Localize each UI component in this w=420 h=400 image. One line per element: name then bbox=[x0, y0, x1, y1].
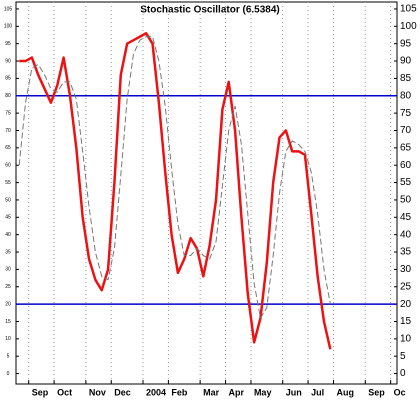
y-tick-label-right: 50 bbox=[400, 195, 412, 206]
y-tick-label-right: 25 bbox=[400, 281, 412, 292]
y-tick-label-left: 35 bbox=[5, 249, 11, 255]
y-tick-label-right: 60 bbox=[400, 160, 412, 171]
y-tick-label-left: 95 bbox=[5, 41, 11, 47]
y-tick-label-right: 105 bbox=[400, 4, 417, 15]
y-tick-label-right: 100 bbox=[400, 21, 417, 32]
y-tick-label-left: 45 bbox=[5, 215, 11, 221]
x-tick-label: Nov bbox=[89, 387, 106, 397]
x-tick-label: Oc bbox=[394, 387, 406, 397]
y-tick-label-left: 85 bbox=[5, 76, 11, 82]
y-tick-label-right: 70 bbox=[400, 125, 412, 136]
y-tick-label-right: 15 bbox=[400, 316, 412, 327]
y-tick-label-left: 5 bbox=[7, 354, 10, 360]
y-tick-label-right: 80 bbox=[400, 90, 412, 101]
y-tick-label-right: 65 bbox=[400, 142, 412, 153]
y-tick-label-left: 90 bbox=[5, 58, 11, 64]
y-tick-label-left: 20 bbox=[5, 301, 11, 307]
x-tick-label: Mar bbox=[203, 387, 220, 397]
chart-title: Stochastic Oscillator (6.5384) bbox=[140, 5, 280, 16]
y-tick-label-left: 75 bbox=[5, 110, 11, 116]
y-tick-label-left: 65 bbox=[5, 145, 11, 151]
y-tick-label-right: 75 bbox=[400, 108, 412, 119]
y-tick-label-left: 100 bbox=[4, 24, 13, 30]
x-tick-label: Aug bbox=[337, 387, 355, 397]
y-tick-label-right: 5 bbox=[400, 351, 406, 362]
y-tick-label-right: 30 bbox=[400, 264, 412, 275]
y-tick-label-left: 50 bbox=[5, 197, 11, 203]
y-tick-label-right: 35 bbox=[400, 247, 412, 258]
y-tick-label-right: 55 bbox=[400, 177, 412, 188]
y-tick-label-right: 90 bbox=[400, 56, 412, 67]
y-tick-label-right: 10 bbox=[400, 333, 412, 344]
x-tick-label: Oct bbox=[57, 387, 72, 397]
x-tick-label: Sep bbox=[32, 387, 49, 397]
y-tick-label-right: 20 bbox=[400, 299, 412, 310]
x-tick-label: Jun bbox=[286, 387, 302, 397]
y-tick-label-left: 15 bbox=[5, 319, 11, 325]
x-tick-label: Jul bbox=[311, 387, 324, 397]
signal-line bbox=[18, 36, 331, 319]
y-tick-label-left: 10 bbox=[5, 336, 11, 342]
y-tick-label-left: 40 bbox=[5, 232, 11, 238]
oscillator-line bbox=[19, 32, 332, 350]
y-tick-label-left: 70 bbox=[5, 128, 11, 134]
x-tick-label: Dec bbox=[114, 387, 131, 397]
y-tick-label-right: 95 bbox=[400, 38, 412, 49]
y-tick-label-left: 55 bbox=[5, 180, 11, 186]
y-tick-label-left: 80 bbox=[5, 93, 11, 99]
y-tick-label-left: 0 bbox=[7, 371, 10, 377]
x-tick-label: Feb bbox=[171, 387, 188, 397]
y-tick-label-left: 105 bbox=[4, 6, 13, 12]
y-tick-label-left: 30 bbox=[5, 267, 11, 273]
y-tick-label-right: 45 bbox=[400, 212, 412, 223]
y-tick-label-right: 40 bbox=[400, 229, 412, 240]
x-tick-label: 2004 bbox=[146, 387, 166, 397]
y-tick-label-right: 85 bbox=[400, 73, 412, 84]
y-tick-label-right: 0 bbox=[400, 368, 406, 379]
x-tick-label: May bbox=[254, 387, 272, 397]
y-tick-label-left: 25 bbox=[5, 284, 11, 290]
y-tick-label-left: 60 bbox=[5, 163, 11, 169]
x-tick-label: Apr bbox=[229, 387, 245, 397]
plot-frame bbox=[15, 1, 398, 385]
x-tick-label: Sep bbox=[368, 387, 385, 397]
